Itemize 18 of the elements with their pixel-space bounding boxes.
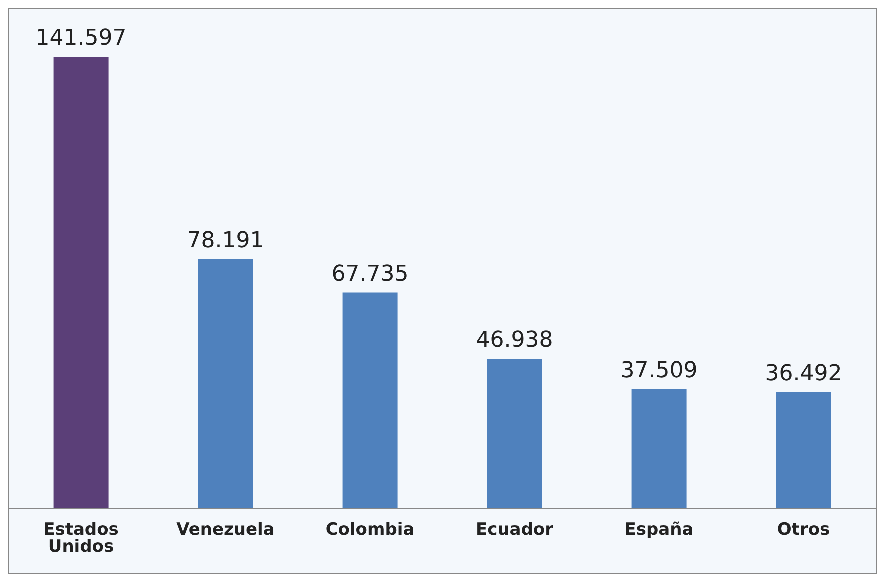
x-tick-label: Ecuador (476, 520, 554, 540)
x-tick-label: Otros (777, 520, 830, 540)
x-tick-label: España (624, 520, 694, 540)
x-tick-label: Colombia (326, 520, 415, 540)
data-label: 141.597 (36, 26, 127, 51)
bar (632, 389, 687, 509)
data-label: 36.492 (765, 362, 842, 387)
bar (198, 259, 254, 509)
bar (487, 359, 542, 509)
data-label: 67.735 (332, 262, 409, 287)
x-tick-label: Venezuela (176, 520, 275, 540)
bar (776, 392, 832, 509)
data-label: 37.509 (620, 358, 698, 384)
data-label: 78.191 (187, 228, 264, 254)
bar (342, 292, 398, 509)
x-tick-label: Estados Unidos (44, 520, 119, 558)
data-label: 46.938 (476, 328, 554, 354)
bar (54, 57, 109, 509)
